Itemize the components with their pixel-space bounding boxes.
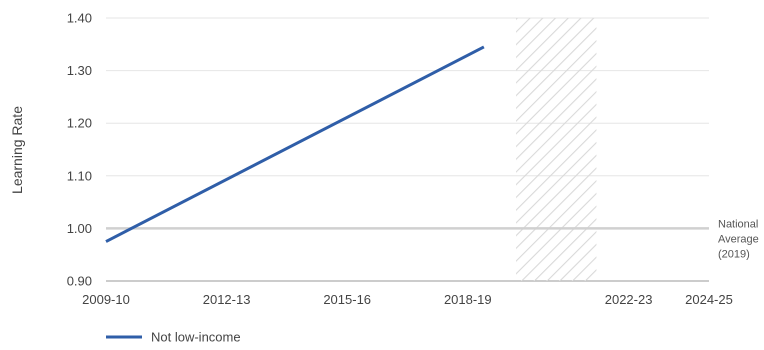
x-tick-label: 2012-13: [203, 292, 251, 307]
x-tick-label: 2022-23: [605, 292, 653, 307]
hatched-region: [516, 18, 597, 281]
reference-line-label: National Average (2019): [718, 218, 759, 260]
y-tick-label: 1.20: [67, 116, 92, 131]
series-group: [105, 45, 485, 243]
x-tick-label: 2024-25: [685, 292, 733, 307]
y-tick-label: 0.90: [67, 274, 92, 289]
y-axis-label: Learning Rate: [9, 106, 25, 194]
y-tick-label: 1.00: [67, 221, 92, 236]
x-tick-label: 2015-16: [323, 292, 371, 307]
y-tick-label: 1.10: [67, 168, 92, 183]
legend: Not low-income: [106, 330, 241, 345]
y-tick-label: 1.40: [67, 11, 92, 26]
x-tick-label: 2009-10: [82, 292, 130, 307]
legend-label: Not low-income: [151, 330, 241, 345]
y-tick-label: 1.30: [67, 63, 92, 78]
x-tick-label: 2018-19: [444, 292, 492, 307]
hatched-region-group: [516, 18, 597, 281]
y-tick-labels: 0.90 1.00 1.10 1.20 1.30 1.40: [67, 11, 92, 289]
reference-group: National Average (2019): [106, 218, 759, 260]
grid-lines: [106, 17, 709, 282]
series-line: [105, 45, 485, 243]
x-tick-labels: 2009-10 2012-13 2015-16 2018-19 2022-23 2024-…: [82, 292, 733, 307]
